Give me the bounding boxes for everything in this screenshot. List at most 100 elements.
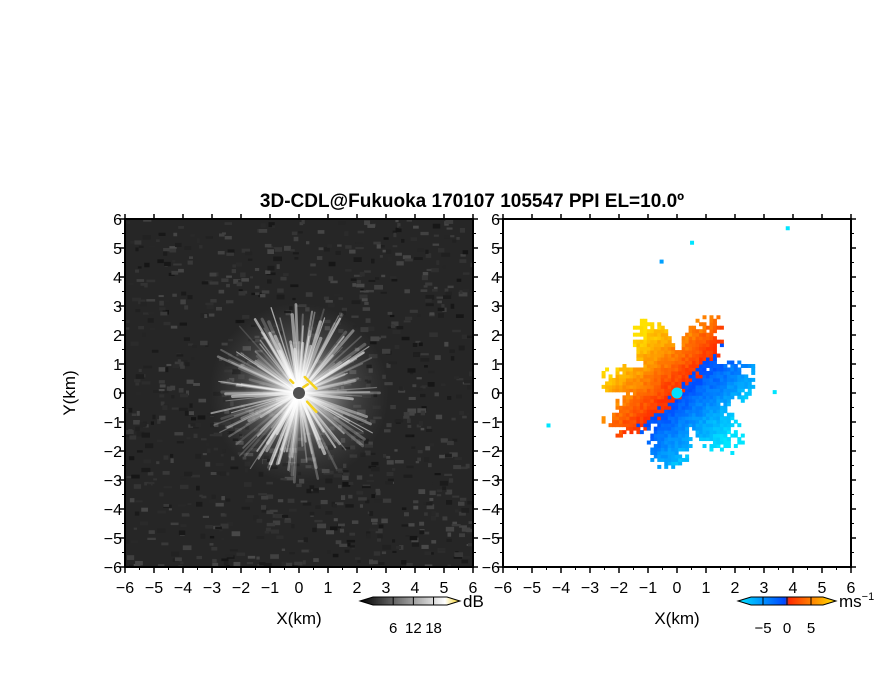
noise-speck xyxy=(460,254,466,257)
noise-speck xyxy=(348,494,353,499)
noise-speck xyxy=(401,507,407,511)
velocity-cell xyxy=(685,433,690,438)
velocity-cell xyxy=(671,377,676,382)
velocity-cell xyxy=(702,339,707,344)
velocity-cell xyxy=(692,370,697,375)
noise-speck xyxy=(260,223,266,228)
velocity-cell xyxy=(629,398,634,403)
velocity-cell xyxy=(688,405,693,410)
velocity-cell xyxy=(657,409,662,414)
velocity-cell xyxy=(664,381,669,386)
velocity-cell xyxy=(619,433,623,438)
noise-speck xyxy=(200,340,208,346)
velocity-cell xyxy=(699,419,704,424)
noise-speck xyxy=(393,232,397,238)
noise-speck xyxy=(299,222,304,226)
noise-speck xyxy=(189,403,193,408)
velocity-cell xyxy=(695,426,700,431)
velocity-cell xyxy=(674,350,679,355)
velocity-cell xyxy=(712,325,717,330)
velocity-cell xyxy=(699,412,704,417)
velocity-cell xyxy=(657,346,662,351)
noise-speck xyxy=(317,523,327,529)
noise-speck xyxy=(426,426,432,429)
velocity-cell xyxy=(660,440,665,445)
noise-speck xyxy=(238,291,246,296)
noise-speck xyxy=(258,228,268,233)
noise-speck xyxy=(341,310,347,315)
noise-speck xyxy=(251,292,256,296)
velocity-cell xyxy=(740,364,745,368)
velocity-cell xyxy=(733,374,738,379)
noise-speck xyxy=(351,315,359,318)
velocity-cell xyxy=(681,447,686,452)
velocity-cell xyxy=(660,444,665,449)
noise-speck xyxy=(445,219,454,224)
noise-speck xyxy=(455,394,463,399)
velocity-cell xyxy=(716,388,721,393)
velocity-cell xyxy=(657,447,662,452)
velocity-cell xyxy=(692,402,697,407)
noise-speck xyxy=(135,269,140,273)
noise-speck xyxy=(292,564,298,567)
velocity-cell xyxy=(699,384,704,389)
velocity-cell xyxy=(681,357,686,362)
noise-speck xyxy=(371,494,376,499)
velocity-cell xyxy=(643,353,648,358)
velocity-cell xyxy=(712,419,717,424)
velocity-cell xyxy=(674,370,679,375)
velocity-cell xyxy=(671,464,676,469)
noise-speck xyxy=(267,279,272,284)
noise-speck xyxy=(236,282,243,287)
velocity-cell xyxy=(709,416,714,421)
velocity-cell xyxy=(751,367,756,372)
noise-speck xyxy=(370,466,380,472)
noise-speck xyxy=(138,245,144,248)
velocity-cell xyxy=(695,381,700,386)
velocity-cell xyxy=(688,377,693,382)
velocity-cell xyxy=(712,381,717,386)
velocity-cell xyxy=(692,405,697,410)
velocity-cell xyxy=(643,409,648,414)
velocity-cell xyxy=(695,405,700,410)
velocity-cell xyxy=(632,325,637,330)
velocity-cell xyxy=(629,370,634,375)
noise-speck xyxy=(177,504,186,507)
velocity-cell xyxy=(664,457,669,462)
noise-speck xyxy=(409,535,418,541)
noise-speck xyxy=(266,494,274,499)
noise-speck xyxy=(438,511,443,515)
velocity-cell xyxy=(643,318,648,323)
velocity-cell xyxy=(615,405,620,410)
noise-speck xyxy=(444,288,449,292)
velocity-cell xyxy=(702,325,707,330)
noise-speck xyxy=(221,232,226,235)
velocity-cell xyxy=(653,451,658,455)
noise-speck xyxy=(404,316,413,321)
velocity-cell xyxy=(639,430,644,435)
velocity-cell xyxy=(712,360,717,365)
velocity-cell xyxy=(657,357,662,362)
velocity-cell xyxy=(664,360,669,365)
velocity-cell xyxy=(730,367,735,372)
noise-speck xyxy=(277,288,284,293)
velocity-cell xyxy=(650,357,655,362)
velocity-cell xyxy=(664,402,669,407)
velocity-cell xyxy=(702,315,707,320)
velocity-cell xyxy=(706,416,710,421)
velocity-cell xyxy=(671,374,676,379)
velocity-cell xyxy=(667,409,672,414)
noise-speck xyxy=(394,449,398,452)
noise-speck xyxy=(206,304,214,310)
velocity-cell xyxy=(695,357,700,362)
velocity-cell xyxy=(667,451,672,455)
velocity-cell xyxy=(653,346,658,351)
noise-speck xyxy=(376,490,381,496)
velocity-cell xyxy=(639,395,644,400)
velocity-cell xyxy=(712,433,717,438)
velocity-cell xyxy=(751,384,756,389)
velocity-cell xyxy=(709,398,714,403)
velocity-cell xyxy=(723,416,728,421)
velocity-cell xyxy=(615,374,620,379)
noise-speck xyxy=(366,289,374,293)
